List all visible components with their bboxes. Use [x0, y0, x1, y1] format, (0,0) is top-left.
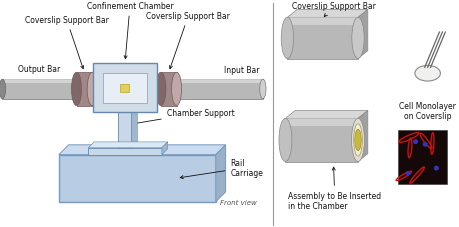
- FancyBboxPatch shape: [119, 85, 129, 92]
- Ellipse shape: [412, 140, 417, 144]
- Polygon shape: [162, 142, 168, 155]
- Ellipse shape: [405, 171, 410, 176]
- FancyBboxPatch shape: [103, 74, 147, 103]
- Text: Front view: Front view: [220, 199, 257, 205]
- Polygon shape: [88, 142, 168, 148]
- Text: Coverslip Support Bar: Coverslip Support Bar: [25, 16, 108, 69]
- Ellipse shape: [422, 142, 427, 147]
- Ellipse shape: [414, 66, 439, 82]
- FancyBboxPatch shape: [76, 73, 92, 106]
- Ellipse shape: [71, 73, 81, 106]
- FancyBboxPatch shape: [174, 80, 262, 99]
- Polygon shape: [287, 18, 357, 59]
- Text: Chamber Support: Chamber Support: [128, 109, 234, 126]
- Ellipse shape: [280, 18, 293, 59]
- Ellipse shape: [171, 80, 177, 99]
- FancyBboxPatch shape: [287, 18, 357, 26]
- Ellipse shape: [433, 166, 438, 171]
- Polygon shape: [285, 111, 367, 119]
- FancyBboxPatch shape: [59, 155, 215, 202]
- Ellipse shape: [87, 73, 97, 106]
- Text: Confinement Chamber: Confinement Chamber: [86, 2, 173, 59]
- Ellipse shape: [351, 119, 364, 162]
- Ellipse shape: [156, 73, 166, 106]
- Text: Output Bar: Output Bar: [18, 65, 60, 74]
- FancyBboxPatch shape: [2, 80, 76, 84]
- Text: Rail
Carriage: Rail Carriage: [180, 158, 263, 179]
- Text: Coverslip Support Bar: Coverslip Support Bar: [291, 2, 375, 17]
- Polygon shape: [357, 10, 367, 59]
- Ellipse shape: [278, 119, 291, 162]
- Text: Cell Monolayer
on Coverslip: Cell Monolayer on Coverslip: [398, 101, 455, 121]
- FancyBboxPatch shape: [2, 80, 76, 99]
- Ellipse shape: [0, 80, 6, 99]
- Ellipse shape: [353, 124, 362, 156]
- Polygon shape: [59, 145, 225, 155]
- FancyBboxPatch shape: [285, 119, 357, 127]
- Polygon shape: [285, 119, 357, 162]
- Ellipse shape: [259, 80, 265, 99]
- Ellipse shape: [73, 80, 79, 99]
- Ellipse shape: [354, 130, 360, 151]
- Text: Input Bar: Input Bar: [223, 66, 258, 75]
- FancyBboxPatch shape: [174, 80, 262, 84]
- FancyBboxPatch shape: [93, 64, 157, 113]
- FancyBboxPatch shape: [88, 148, 162, 155]
- Ellipse shape: [351, 18, 364, 59]
- FancyBboxPatch shape: [118, 113, 131, 148]
- FancyBboxPatch shape: [397, 131, 446, 184]
- Ellipse shape: [171, 73, 181, 106]
- Text: Assembly to Be Inserted
in the Chamber: Assembly to Be Inserted in the Chamber: [288, 168, 381, 210]
- Text: Coverslip Support Bar: Coverslip Support Bar: [146, 12, 230, 69]
- Polygon shape: [215, 145, 225, 202]
- Polygon shape: [131, 107, 137, 148]
- FancyBboxPatch shape: [161, 73, 176, 106]
- Polygon shape: [287, 10, 367, 18]
- Polygon shape: [357, 111, 367, 162]
